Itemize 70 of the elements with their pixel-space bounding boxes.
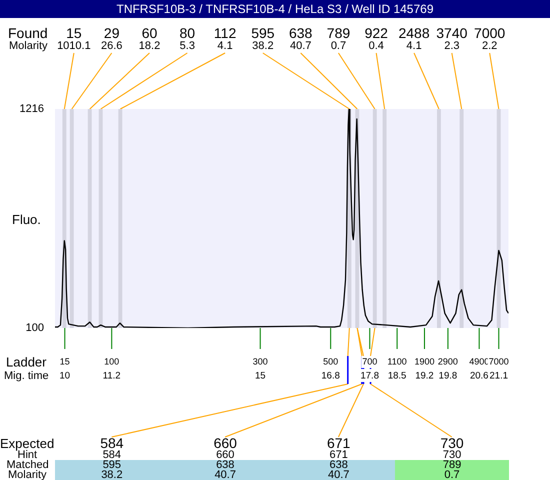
x-axis-title: Mig. time <box>4 370 49 382</box>
chart-title: TNFRSF10B-3 / TNFRSF10B-4 / HeLa S3 / Well ID 145769 <box>0 0 550 18</box>
text: Molarity <box>8 469 47 480</box>
text: 38.2 <box>101 469 123 480</box>
band-label: 112 <box>214 24 236 41</box>
band-label: 638 <box>288 24 313 41</box>
x-tick-label: 19.2 <box>415 370 434 382</box>
x-tick-label: 20.6 <box>470 370 488 382</box>
band-label: 789 <box>326 24 350 41</box>
band-label: 60 <box>142 24 158 41</box>
annotation: 26.6 <box>100 40 122 52</box>
annotation: 38.2 <box>252 40 274 52</box>
annotation: 2900 <box>438 356 458 366</box>
text: 671 <box>329 449 348 461</box>
annotation: 15 <box>60 356 70 366</box>
text: 660 <box>216 449 234 461</box>
x-tick-label: 11.2 <box>102 370 121 382</box>
x-tick-label: 21.1 <box>490 370 508 382</box>
annotation: 4.1 <box>406 40 422 52</box>
annotation: 700 <box>362 356 378 366</box>
text: 638 <box>329 459 348 471</box>
y-axis-title: Fluo. <box>12 212 41 228</box>
annotation: 730 <box>440 435 464 451</box>
annotation: 300 <box>252 356 268 366</box>
y-tick-label: 1216 <box>20 103 44 116</box>
annotation: 100 <box>104 356 120 366</box>
text: Found <box>8 24 48 41</box>
text: 730 <box>442 449 462 461</box>
x-tick-label: 16.8 <box>321 370 340 382</box>
text: Matched <box>6 459 49 471</box>
text: Hint <box>18 449 38 461</box>
text: 789 <box>442 459 462 471</box>
annotation: 4.1 <box>217 40 233 52</box>
annotation: 2.3 <box>444 40 460 52</box>
annotation: 1900 <box>414 356 434 366</box>
text: 40.7 <box>328 469 350 480</box>
text: Molarity <box>9 40 48 52</box>
band-label: 7000 <box>474 24 506 41</box>
text: 584 <box>102 449 122 461</box>
band-label: 80 <box>179 24 196 41</box>
annotation: 660 <box>214 435 237 451</box>
band-label: 29 <box>104 24 120 41</box>
annotation: 1010.1 <box>57 40 91 52</box>
x-tick-label: 18.5 <box>388 370 406 382</box>
band-label: 2488 <box>398 24 430 41</box>
annotation: 1100 <box>387 356 407 366</box>
annotation: 0.7 <box>330 40 346 52</box>
annotation: 5.3 <box>180 40 195 52</box>
band-label: 15 <box>66 24 82 41</box>
text: 638 <box>216 459 234 471</box>
text: 40.7 <box>214 469 236 480</box>
band-label: 922 <box>364 24 388 41</box>
annotation: 671 <box>326 435 350 451</box>
annotation: 7000 <box>488 356 509 366</box>
x-tick-label: 10 <box>59 370 70 382</box>
annotation: 0.4 <box>368 40 384 52</box>
text: Ladder <box>6 354 48 370</box>
x-tick-label: 15 <box>254 370 266 382</box>
band-label: 3740 <box>436 24 468 41</box>
x-tick-label: 17.8 <box>360 370 379 382</box>
annotation: 500 <box>323 356 338 366</box>
annotation: 18.2 <box>138 40 160 52</box>
text: 595 <box>102 459 122 471</box>
band-label: 595 <box>251 24 275 41</box>
annotation: 584 <box>100 435 124 451</box>
text: Expected <box>0 436 54 451</box>
text: 0.7 <box>444 469 460 480</box>
x-tick-label: 19.8 <box>438 370 458 382</box>
annotation: 2.2 <box>482 40 498 52</box>
annotation: 40.7 <box>290 40 312 52</box>
